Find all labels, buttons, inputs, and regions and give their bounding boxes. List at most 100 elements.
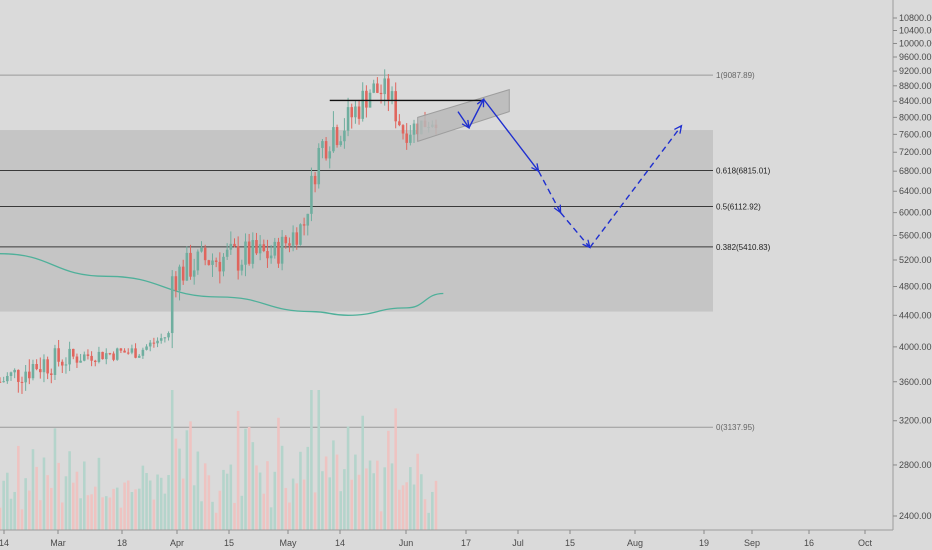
candle-body bbox=[104, 353, 108, 360]
volume-bar bbox=[284, 487, 288, 530]
volume-bar bbox=[2, 480, 5, 530]
candle-body bbox=[277, 241, 280, 264]
projection-dashed-segment[interactable] bbox=[589, 125, 683, 248]
time-tick-label: 15 bbox=[565, 538, 575, 548]
candle-body bbox=[214, 260, 218, 262]
volume-bar bbox=[57, 462, 60, 530]
price-axis: 10800.00 10400.00 10000.00 9600.00 9200.00 88… bbox=[893, 13, 932, 521]
candle-body bbox=[159, 338, 163, 341]
volume-bar bbox=[9, 498, 13, 530]
candle-body bbox=[390, 91, 394, 100]
volume-bar bbox=[115, 487, 119, 530]
candle-body bbox=[372, 83, 375, 93]
candle-body bbox=[137, 355, 141, 358]
time-tick-label: 15 bbox=[224, 538, 234, 548]
volume-bar bbox=[53, 428, 57, 530]
candle-body bbox=[75, 356, 79, 363]
volume-bar bbox=[328, 477, 332, 530]
candle-body bbox=[383, 78, 386, 95]
candle-body bbox=[387, 78, 390, 100]
candle-body bbox=[167, 333, 170, 338]
volume-bar bbox=[156, 474, 159, 530]
candle-body bbox=[343, 130, 346, 142]
volume-bar bbox=[214, 512, 218, 530]
volume-bar bbox=[104, 496, 108, 530]
volume-bar bbox=[258, 472, 262, 530]
volume-bar bbox=[365, 468, 368, 530]
volume-bar bbox=[130, 492, 134, 530]
volume-bar bbox=[317, 390, 321, 530]
price-tick-label: 4800.00 bbox=[899, 281, 932, 291]
candle-body bbox=[57, 348, 60, 362]
candle-body bbox=[211, 260, 214, 265]
candle-body bbox=[24, 371, 27, 383]
volume-bar bbox=[343, 469, 346, 530]
time-tick-label: Oct bbox=[858, 538, 873, 548]
price-tick-label: 8000.00 bbox=[899, 112, 932, 122]
candle-body bbox=[119, 348, 123, 351]
candle-body bbox=[251, 240, 255, 264]
volume-bar bbox=[181, 478, 185, 530]
price-tick-label: 8800.00 bbox=[899, 81, 932, 91]
candle-body bbox=[6, 375, 9, 382]
projection-solid-segment[interactable] bbox=[468, 98, 485, 129]
candle-body bbox=[189, 252, 192, 277]
volume-bar bbox=[383, 467, 386, 530]
time-tick-label: Jul bbox=[512, 538, 524, 548]
volume-bar bbox=[46, 475, 49, 530]
candle-body bbox=[64, 364, 68, 366]
candle-body bbox=[409, 134, 412, 143]
projection-solid-segment[interactable] bbox=[457, 111, 470, 129]
volume-bar bbox=[350, 479, 354, 530]
volume-bar bbox=[170, 390, 174, 530]
volume-bar bbox=[86, 495, 90, 530]
volume-bar bbox=[229, 464, 233, 530]
candle-body bbox=[53, 348, 57, 375]
projection-dashed-segment[interactable] bbox=[537, 170, 562, 213]
volume-bar bbox=[423, 499, 427, 530]
candle-body bbox=[412, 123, 416, 135]
time-tick-label: Jun bbox=[399, 538, 414, 548]
volume-bar bbox=[159, 477, 163, 530]
volume-bar bbox=[207, 475, 211, 530]
volume-bar bbox=[196, 451, 200, 530]
candle-body bbox=[284, 236, 288, 244]
volume-bar bbox=[123, 482, 126, 530]
volume-bar bbox=[20, 509, 24, 530]
candle-body bbox=[145, 346, 148, 350]
volume-bar bbox=[17, 445, 20, 530]
candle-body bbox=[365, 90, 368, 108]
volume-bar bbox=[306, 446, 310, 530]
volume-bar bbox=[416, 453, 419, 530]
candle-body bbox=[93, 360, 97, 362]
volume-bar bbox=[321, 471, 324, 530]
candle-body bbox=[174, 276, 178, 291]
projection-dashed-segment[interactable] bbox=[560, 212, 591, 248]
candle-body bbox=[222, 256, 225, 272]
time-tick-label: May bbox=[279, 538, 297, 548]
volume-bar bbox=[302, 479, 306, 530]
volume-bar bbox=[163, 493, 167, 530]
candle-body bbox=[152, 342, 156, 344]
candle-body bbox=[141, 349, 145, 356]
projection-solid-segment[interactable] bbox=[483, 98, 540, 172]
volume-bar bbox=[137, 488, 141, 530]
volume-bars bbox=[0, 390, 438, 530]
candle-body bbox=[339, 141, 343, 146]
volume-bar bbox=[13, 491, 16, 530]
time-tick-label: 16 bbox=[804, 538, 814, 548]
candle-body bbox=[61, 361, 64, 366]
price-tick-label: 9600.00 bbox=[899, 52, 932, 62]
candle-body bbox=[112, 353, 115, 360]
volume-bar bbox=[185, 430, 189, 530]
volume-bar bbox=[145, 472, 148, 530]
volume-bar bbox=[280, 445, 284, 530]
candle-body bbox=[247, 241, 251, 264]
projection-path[interactable] bbox=[457, 97, 683, 249]
volume-bar bbox=[310, 390, 313, 530]
volume-bar bbox=[405, 482, 408, 530]
volume-bar bbox=[409, 467, 412, 530]
fib-level-label: 1(9087.89) bbox=[716, 71, 755, 80]
candle-body bbox=[68, 348, 71, 365]
